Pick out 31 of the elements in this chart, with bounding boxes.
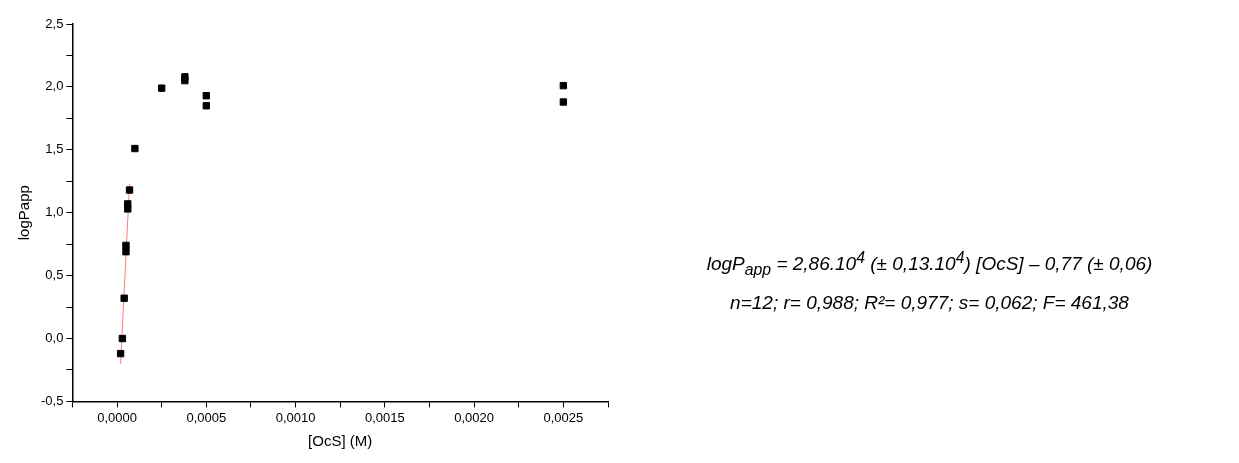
point — [118, 334, 127, 343]
y-tick-label: 0,5 — [45, 267, 64, 283]
x-tick-label: 0,0025 — [543, 409, 584, 425]
y-tick-label: 1,0 — [45, 204, 64, 220]
x-tick-label: 0,0005 — [186, 409, 227, 425]
x-axis-title: [OcS] (M) — [308, 432, 373, 450]
point — [116, 349, 125, 358]
text: n=12; r= 0,988; R²= 0,977; s= 0,062; F= 461,38 — [729, 291, 1130, 314]
point — [122, 248, 130, 256]
point — [122, 241, 130, 250]
point — [125, 186, 134, 194]
point — [181, 76, 189, 85]
x-tick-label: 0,0015 — [364, 409, 405, 425]
y-tick-label: 0,0 — [45, 330, 64, 346]
point — [131, 144, 139, 153]
point — [124, 205, 132, 213]
x-tick-label: 0,0000 — [97, 409, 137, 425]
y-axis-title: logPapp — [15, 185, 33, 241]
point — [157, 84, 166, 92]
x-tick-label: 0,0020 — [454, 409, 494, 425]
y-tick-label: 1,5 — [45, 141, 64, 157]
point — [559, 81, 568, 90]
y-tick-label: -0,5 — [40, 392, 64, 408]
point — [202, 102, 210, 110]
text: logP$_{app}$ = 2,86.10$^{4}$ (± 0,13.10$^{4}$) [OcS] – 0,77 (± 0,06) — [705, 249, 1154, 280]
point — [559, 98, 568, 106]
point — [120, 294, 128, 302]
x-tick-label: 0,0010 — [275, 409, 316, 425]
y-tick-label: 2,0 — [45, 78, 64, 94]
point — [202, 92, 210, 100]
y-tick-label: 2,5 — [45, 15, 64, 31]
